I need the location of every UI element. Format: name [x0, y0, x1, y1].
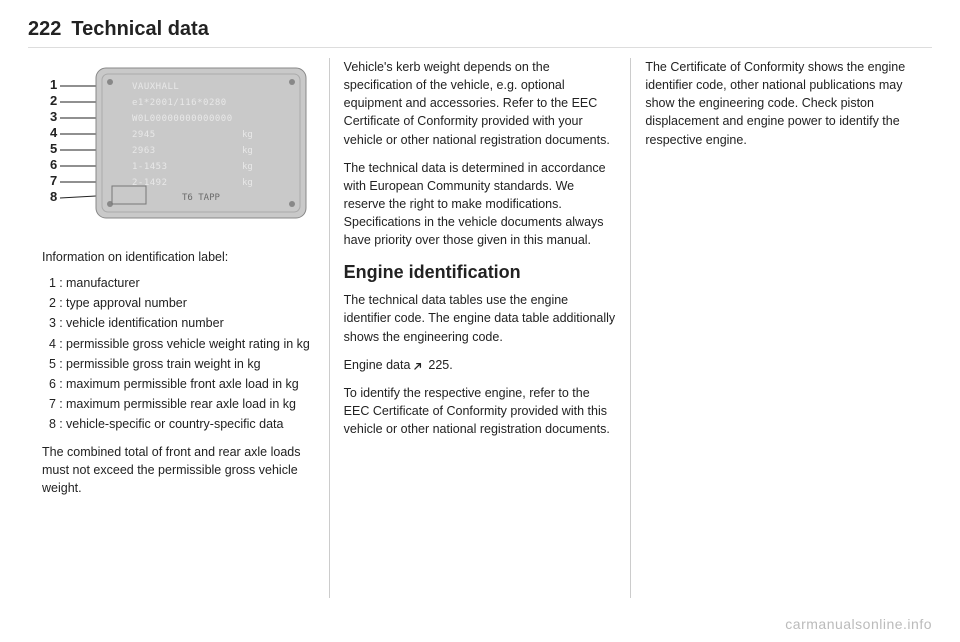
page-header: 222 Technical data	[28, 18, 932, 48]
svg-text:kg: kg	[242, 130, 253, 140]
watermark-text: carmanualsonline.info	[785, 616, 932, 632]
definition-colon: :	[56, 375, 66, 393]
svg-text:6: 6	[50, 157, 57, 172]
definition-colon: :	[56, 395, 66, 413]
definition-number: 6	[42, 375, 56, 393]
crossref-suffix: .	[449, 358, 452, 372]
svg-text:2945: 2945	[132, 130, 156, 140]
definition-row: 4:permissible gross vehicle weight ratin…	[42, 335, 315, 353]
crossref-page: 225	[428, 358, 449, 372]
svg-text:VAUXHALL: VAUXHALL	[132, 82, 179, 92]
definition-number: 2	[42, 294, 56, 312]
definition-colon: :	[56, 355, 66, 373]
page-number: 222	[28, 18, 61, 41]
svg-text:T6 TAPP: T6 TAPP	[182, 193, 221, 203]
technical-data-paragraph: The technical data is determined in acco…	[344, 159, 617, 250]
column-1: 12345678 VAUXHALLe1*2001/116*0280W0L0000…	[28, 58, 329, 598]
definition-number: 8	[42, 415, 56, 433]
content-columns: 12345678 VAUXHALLe1*2001/116*0280W0L0000…	[28, 58, 932, 598]
identify-engine-paragraph: To identify the respective engine, refer…	[344, 384, 617, 438]
svg-text:1: 1	[50, 77, 57, 92]
svg-text:4: 4	[50, 125, 58, 140]
definition-text: vehicle-specific or country-specific dat…	[66, 415, 315, 433]
definition-number: 4	[42, 335, 56, 353]
definition-number: 1	[42, 274, 56, 292]
definition-text: vehicle identification number	[66, 314, 315, 332]
definition-text: maximum permissible front axle load in k…	[66, 375, 315, 393]
svg-text:1-1453: 1-1453	[132, 162, 168, 172]
manual-page: 222 Technical data 12345678	[0, 0, 960, 642]
engine-tables-paragraph: The technical data tables use the engine…	[344, 291, 617, 345]
definition-colon: :	[56, 294, 66, 312]
svg-text:8: 8	[50, 189, 57, 204]
svg-text:2: 2	[50, 93, 57, 108]
definition-colon: :	[56, 314, 66, 332]
definition-row: 5:permissible gross train weight in kg	[42, 355, 315, 373]
definition-row: 6:maximum permissible front axle load in…	[42, 375, 315, 393]
svg-text:2963: 2963	[132, 146, 156, 156]
crossref-label: Engine data	[344, 358, 411, 372]
definition-colon: :	[56, 335, 66, 353]
figure-caption: Information on identification label:	[42, 248, 315, 266]
svg-text:e1*2001/116*0280: e1*2001/116*0280	[132, 98, 227, 108]
column-3: The Certificate of Conformity shows the …	[630, 58, 932, 598]
kerb-weight-paragraph: Vehicle's kerb weight depends on the spe…	[344, 58, 617, 149]
definition-text: type approval number	[66, 294, 315, 312]
identification-plate-figure: 12345678 VAUXHALL e1*2001/116*0280 W0L0000…	[42, 58, 315, 238]
certificate-conformity-paragraph: The Certificate of Conformity shows the …	[645, 58, 918, 149]
definition-row: 2:type approval number	[42, 294, 315, 312]
identification-plate-svg: 12345678 VAUXHALL e1*2001/116*0280 W0L0000…	[42, 58, 312, 238]
definition-text: maximum permissible rear axle load in kg	[66, 395, 315, 413]
svg-text:2-1492: 2-1492	[132, 178, 168, 188]
column-2: Vehicle's kerb weight depends on the spe…	[329, 58, 631, 598]
definition-row: 7:maximum permissible rear axle load in …	[42, 395, 315, 413]
svg-text:kg: kg	[242, 162, 253, 172]
definition-number: 7	[42, 395, 56, 413]
page-title: Technical data	[71, 18, 208, 41]
engine-identification-heading: Engine identification	[344, 259, 617, 285]
definition-number: 3	[42, 314, 56, 332]
engine-data-crossref: Engine data 225.	[344, 356, 617, 374]
definition-colon: :	[56, 415, 66, 433]
definition-number: 5	[42, 355, 56, 373]
crossref-icon	[414, 359, 425, 370]
definition-text: permissible gross train weight in kg	[66, 355, 315, 373]
definition-row: 1:manufacturer	[42, 274, 315, 292]
definition-colon: :	[56, 274, 66, 292]
definition-row: 8:vehicle-specific or country-specific d…	[42, 415, 315, 433]
svg-text:3: 3	[50, 109, 57, 124]
definition-row: 3:vehicle identification number	[42, 314, 315, 332]
definition-text: permissible gross vehicle weight rating …	[66, 335, 315, 353]
svg-text:kg: kg	[242, 146, 253, 156]
label-definition-list: 1:manufacturer2:type approval number3:ve…	[42, 274, 315, 433]
svg-text:5: 5	[50, 141, 57, 156]
axle-load-note: The combined total of front and rear axl…	[42, 443, 315, 497]
svg-text:7: 7	[50, 173, 57, 188]
definition-text: manufacturer	[66, 274, 315, 292]
svg-text:W0L00000000000000: W0L00000000000000	[132, 114, 233, 124]
svg-text:kg: kg	[242, 178, 253, 188]
